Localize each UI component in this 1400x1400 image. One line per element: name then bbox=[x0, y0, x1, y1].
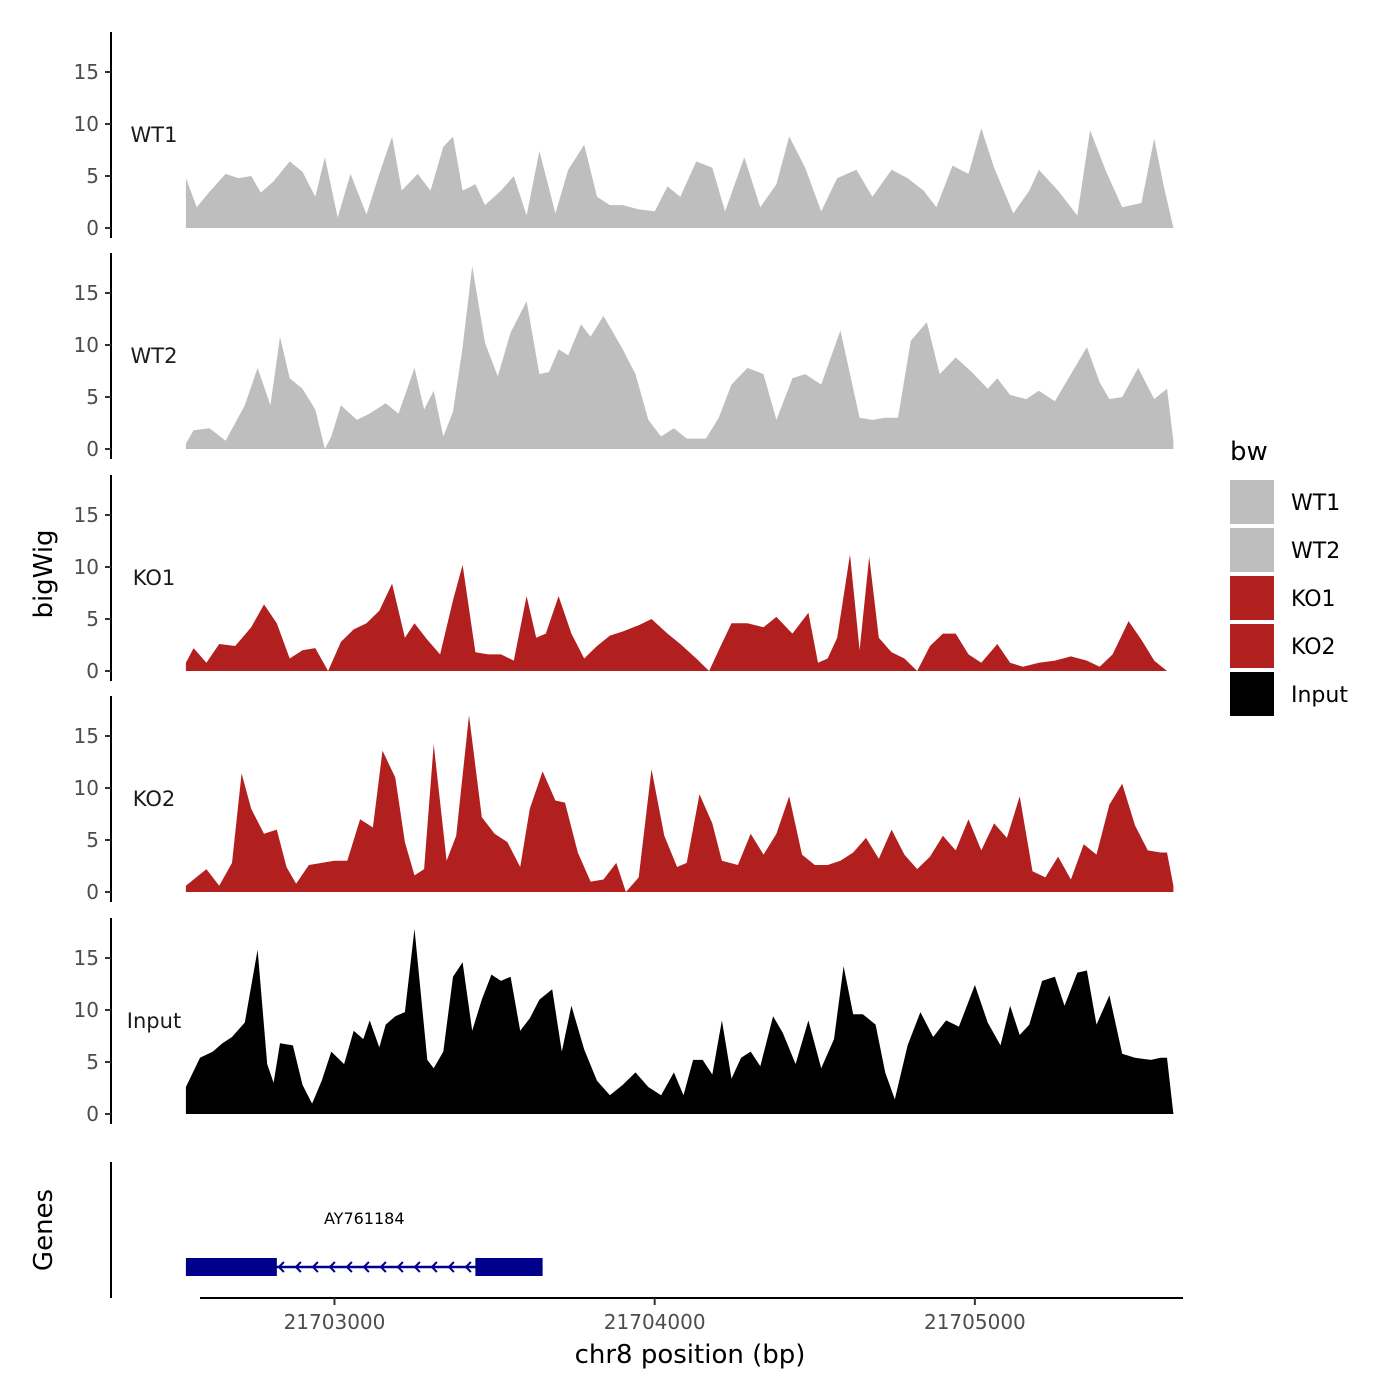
strand-chevron bbox=[345, 1261, 353, 1273]
genes-panel-label: Genes bbox=[29, 1189, 59, 1271]
strand-chevron bbox=[328, 1261, 336, 1273]
x-ticks: 21703000 21704000 21705000 bbox=[284, 1298, 1026, 1334]
x-tick-label: 21704000 bbox=[604, 1310, 706, 1334]
legend-item-wt1: WT1 bbox=[1230, 480, 1340, 524]
y-tick-label: 0 bbox=[86, 437, 99, 461]
coverage-area-ko1 bbox=[185, 554, 1174, 671]
y-tick-label: 0 bbox=[86, 1102, 99, 1126]
y-axis-title: bigWig bbox=[29, 529, 59, 618]
y-tick-label: 0 bbox=[86, 880, 99, 904]
legend-item-ko1: KO1 bbox=[1230, 576, 1336, 620]
legend-title: bw bbox=[1230, 437, 1268, 467]
strand-chevron bbox=[362, 1261, 370, 1273]
gene-ay761184: AY761184 bbox=[185, 1209, 543, 1276]
track-wt2: 0 5 10 15 WT2 bbox=[74, 253, 1174, 461]
legend-swatch bbox=[1230, 624, 1274, 668]
track-ko2: 0 5 10 15 KO2 bbox=[74, 696, 1174, 904]
y-tick-label: 10 bbox=[74, 112, 99, 136]
y-tick-label: 15 bbox=[74, 946, 99, 970]
y-tick-label: 5 bbox=[86, 164, 99, 188]
legend-label: KO1 bbox=[1291, 587, 1336, 612]
x-tick-label: 21705000 bbox=[924, 1310, 1026, 1334]
track-label-wt2: WT2 bbox=[131, 344, 178, 368]
y-tick-label: 5 bbox=[86, 385, 99, 409]
legend-items: WT1 WT2 KO1 KO2 Input bbox=[1230, 480, 1348, 716]
track-wt1: 0 5 10 15 WT1 bbox=[74, 32, 1174, 240]
track-label-ko1: KO1 bbox=[133, 566, 176, 590]
legend-item-wt2: WT2 bbox=[1230, 528, 1340, 572]
legend-item-ko2: KO2 bbox=[1230, 624, 1336, 668]
strand-chevron bbox=[464, 1261, 472, 1273]
y-tick-label: 0 bbox=[86, 659, 99, 683]
y-tick-label: 5 bbox=[86, 607, 99, 631]
x-axis: 21703000 21704000 21705000 chr8 position (… bbox=[200, 1297, 1183, 1370]
y-tick-label: 15 bbox=[74, 724, 99, 748]
strand-chevron bbox=[277, 1261, 285, 1273]
track-label-ko2: KO2 bbox=[133, 787, 176, 811]
gene-exon bbox=[185, 1258, 277, 1276]
y-tick-label: 10 bbox=[74, 776, 99, 800]
y-tick-label: 0 bbox=[86, 216, 99, 240]
legend-label: WT1 bbox=[1291, 491, 1340, 516]
y-tick-label: 10 bbox=[74, 333, 99, 357]
track-input: 0 5 10 15 Input bbox=[74, 918, 1174, 1126]
legend: bw WT1 WT2 KO1 KO2 Input bbox=[1230, 437, 1348, 716]
y-tick-label: 15 bbox=[74, 503, 99, 527]
legend-label: KO2 bbox=[1291, 635, 1336, 660]
strand-chevron bbox=[294, 1261, 302, 1273]
y-tick-label: 5 bbox=[86, 1050, 99, 1074]
y-tick-label: 5 bbox=[86, 828, 99, 852]
legend-swatch bbox=[1230, 672, 1274, 716]
gene-exon bbox=[475, 1258, 543, 1276]
y-tick-label: 15 bbox=[74, 281, 99, 305]
track-label-wt1: WT1 bbox=[131, 123, 178, 147]
gene-label: AY761184 bbox=[324, 1209, 405, 1228]
legend-label: WT2 bbox=[1291, 539, 1340, 564]
legend-swatch bbox=[1230, 528, 1274, 572]
legend-label: Input bbox=[1291, 683, 1348, 708]
y-tick-label: 10 bbox=[74, 998, 99, 1022]
coverage-area-ko2 bbox=[185, 715, 1174, 892]
strand-chevron bbox=[413, 1261, 421, 1273]
y-tick-label: 10 bbox=[74, 555, 99, 579]
coverage-area-wt1 bbox=[185, 128, 1174, 228]
y-tick-label: 15 bbox=[74, 60, 99, 84]
strand-chevron bbox=[311, 1261, 319, 1273]
strand-chevron bbox=[396, 1261, 404, 1273]
gene-panel: Genes AY761184 bbox=[29, 1162, 543, 1298]
strand-chevron bbox=[430, 1261, 438, 1273]
x-axis-title: chr8 position (bp) bbox=[575, 1340, 806, 1370]
track-label-input: Input bbox=[127, 1009, 181, 1033]
track-ko1: 0 5 10 15 KO1 bbox=[74, 475, 1174, 683]
legend-swatch bbox=[1230, 480, 1274, 524]
strand-chevron bbox=[447, 1261, 455, 1273]
legend-item-input: Input bbox=[1230, 672, 1348, 716]
coverage-area-input bbox=[185, 928, 1174, 1114]
strand-chevron bbox=[379, 1261, 387, 1273]
legend-swatch bbox=[1230, 576, 1274, 620]
signal-tracks: 0 5 10 15 WT1 0 5 10 15 WT2 0 5 10 15 KO1 0 5 10 15 KO2 0 5 10… bbox=[74, 32, 1174, 1126]
x-tick-label: 21703000 bbox=[284, 1310, 386, 1334]
gene-glyphs: AY761184 bbox=[185, 1209, 543, 1276]
coverage-area-wt2 bbox=[185, 266, 1174, 449]
